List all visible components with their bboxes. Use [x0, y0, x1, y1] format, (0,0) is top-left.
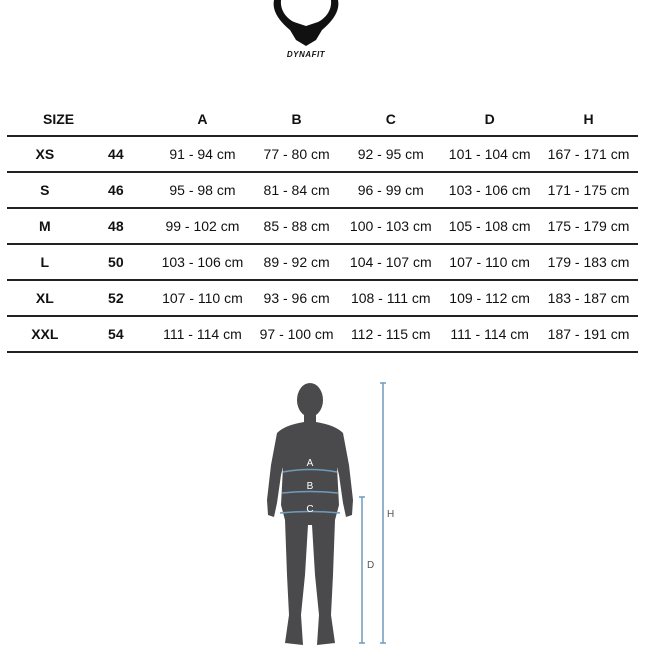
- cell-d: 101 - 104 cm: [440, 136, 540, 173]
- cell-h: 171 - 175 cm: [539, 172, 638, 209]
- body-silhouette-icon: [267, 383, 353, 645]
- cell-d: 109 - 112 cm: [440, 280, 540, 317]
- cell-size-letter: XL: [7, 280, 79, 317]
- cell-size-number: 54: [78, 316, 153, 353]
- cell-c: 100 - 103 cm: [341, 208, 441, 245]
- cell-h: 179 - 183 cm: [539, 244, 638, 281]
- label-a: A: [307, 458, 314, 469]
- cell-b: 81 - 84 cm: [251, 172, 342, 209]
- table-row: XS 44 91 - 94 cm 77 - 80 cm 92 - 95 cm 101 - …: [7, 136, 638, 173]
- cell-size-letter: XS: [7, 136, 79, 173]
- cell-a: 95 - 98 cm: [153, 172, 252, 209]
- cell-size-letter: M: [7, 208, 79, 245]
- cell-size-number: 52: [78, 280, 153, 317]
- cell-c: 112 - 115 cm: [341, 316, 441, 353]
- cell-size-letter: L: [7, 244, 79, 281]
- cell-b: 77 - 80 cm: [251, 136, 342, 173]
- cell-b: 97 - 100 cm: [251, 316, 342, 353]
- table-row: S 46 95 - 98 cm 81 - 84 cm 96 - 99 cm 103 - 1…: [7, 172, 638, 209]
- cell-size-letter: S: [7, 172, 79, 209]
- cell-b: 89 - 92 cm: [251, 244, 342, 281]
- header-h: H: [539, 102, 638, 137]
- table-row: XXL 54 111 - 114 cm 97 - 100 cm 112 - 115 cm…: [7, 316, 638, 353]
- cell-d: 107 - 110 cm: [440, 244, 540, 281]
- cell-size-number: 44: [78, 136, 153, 173]
- body-measurement-figure: A B C D H: [267, 382, 394, 645]
- header-size: SIZE: [7, 102, 153, 137]
- header-c: C: [341, 102, 441, 137]
- table-row: XL 52 107 - 110 cm 93 - 96 cm 108 - 111 cm 10…: [7, 280, 638, 317]
- cell-h: 187 - 191 cm: [539, 316, 638, 353]
- cell-a: 91 - 94 cm: [153, 136, 252, 173]
- header-d: D: [440, 102, 540, 137]
- cell-a: 111 - 114 cm: [153, 316, 252, 353]
- header-a: A: [153, 102, 252, 137]
- cell-d: 105 - 108 cm: [440, 208, 540, 245]
- cell-size-number: 50: [78, 244, 153, 281]
- cell-c: 92 - 95 cm: [341, 136, 441, 173]
- cell-c: 104 - 107 cm: [341, 244, 441, 281]
- dynafit-logo-icon: [273, 0, 339, 46]
- measure-line-a: [282, 468, 338, 473]
- label-b: B: [307, 481, 314, 492]
- cell-a: 99 - 102 cm: [153, 208, 252, 245]
- cell-size-number: 46: [78, 172, 153, 209]
- cell-size-number: 48: [78, 208, 153, 245]
- cell-c: 108 - 111 cm: [341, 280, 441, 317]
- label-h: H: [387, 509, 394, 520]
- cell-b: 85 - 88 cm: [251, 208, 342, 245]
- label-c: C: [306, 504, 313, 515]
- brand-wordmark: DYNAFIT: [286, 50, 326, 59]
- table-row: M 48 99 - 102 cm 85 - 88 cm 100 - 103 cm 105 …: [7, 208, 638, 245]
- size-chart-table: SIZE A B C D H XS 44 91 - 94 cm 77 - 80 cm 9…: [7, 102, 638, 353]
- cell-c: 96 - 99 cm: [341, 172, 441, 209]
- cell-a: 107 - 110 cm: [153, 280, 252, 317]
- cell-d: 103 - 106 cm: [440, 172, 540, 209]
- header-b: B: [251, 102, 342, 137]
- cell-h: 175 - 179 cm: [539, 208, 638, 245]
- table-header-row: SIZE A B C D H: [7, 102, 638, 137]
- cell-size-letter: XXL: [7, 316, 79, 353]
- cell-a: 103 - 106 cm: [153, 244, 252, 281]
- measure-line-c: [279, 510, 341, 514]
- cell-h: 167 - 171 cm: [539, 136, 638, 173]
- table-row: L 50 103 - 106 cm 89 - 92 cm 104 - 107 cm 107…: [7, 244, 638, 281]
- label-d: D: [367, 560, 374, 571]
- cell-b: 93 - 96 cm: [251, 280, 342, 317]
- cell-d: 111 - 114 cm: [440, 316, 540, 353]
- measure-line-b: [281, 490, 339, 494]
- cell-h: 183 - 187 cm: [539, 280, 638, 317]
